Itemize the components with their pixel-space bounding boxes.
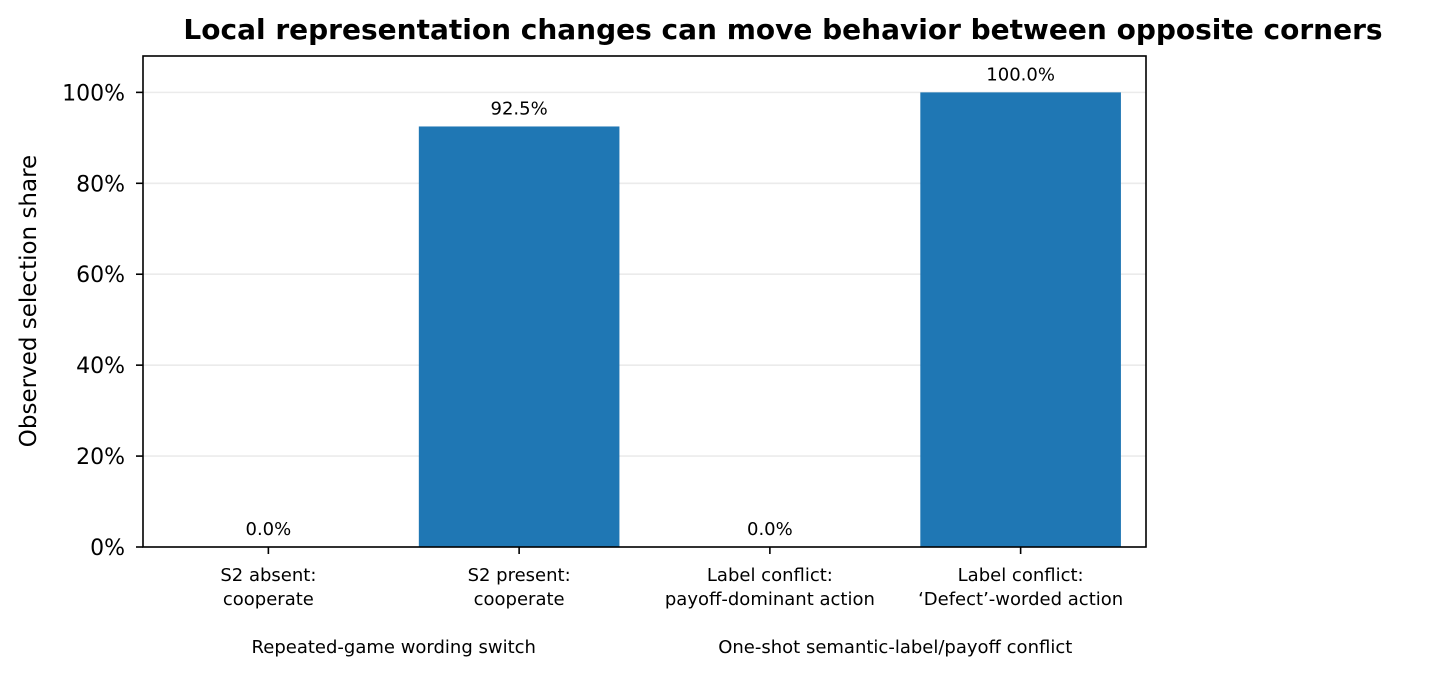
group-labels: Repeated-game wording switch One-shot sem… (252, 637, 1073, 658)
bars: 0.0% 92.5% 0.0% 100.0% (246, 64, 1121, 548)
plot-area-frame (142, 55, 1147, 548)
data-label: 0.0% (747, 519, 793, 540)
group-label: Repeated-game wording switch (252, 637, 536, 658)
y-tick-label: 80% (76, 172, 125, 197)
y-tick-label: 40% (76, 354, 125, 379)
x-tick-label: S2 present: (468, 565, 571, 586)
y-tick-label: 60% (76, 263, 125, 288)
y-tick-label: 20% (76, 445, 125, 470)
chart-title: Local representation changes can move be… (183, 13, 1382, 46)
data-label: 0.0% (246, 519, 292, 540)
x-axis-ticks: S2 absent: cooperate S2 present: cooperate L… (220, 547, 1123, 610)
y-axis-ticks: 0% 20% 40% 60% 80% 100% (62, 81, 143, 561)
data-label: 92.5% (491, 98, 548, 119)
x-tick-label: Label conflict: (958, 565, 1084, 586)
x-tick-label: Label conflict: (707, 565, 833, 586)
x-tick-label: ‘Defect’-worded action (918, 589, 1123, 610)
y-tick-label: 0% (90, 536, 125, 561)
bar (920, 92, 1121, 548)
x-tick-label: payoff-dominant action (665, 589, 875, 610)
x-tick-label: S2 absent: (220, 565, 316, 586)
data-label: 100.0% (986, 64, 1055, 85)
group-label: One-shot semantic-label/payoff conflict (718, 637, 1072, 658)
x-tick-label: cooperate (474, 589, 565, 610)
x-tick-label: cooperate (223, 589, 314, 610)
y-axis-label: Observed selection share (16, 155, 42, 447)
bar (418, 126, 620, 547)
y-tick-label: 100% (62, 81, 125, 106)
